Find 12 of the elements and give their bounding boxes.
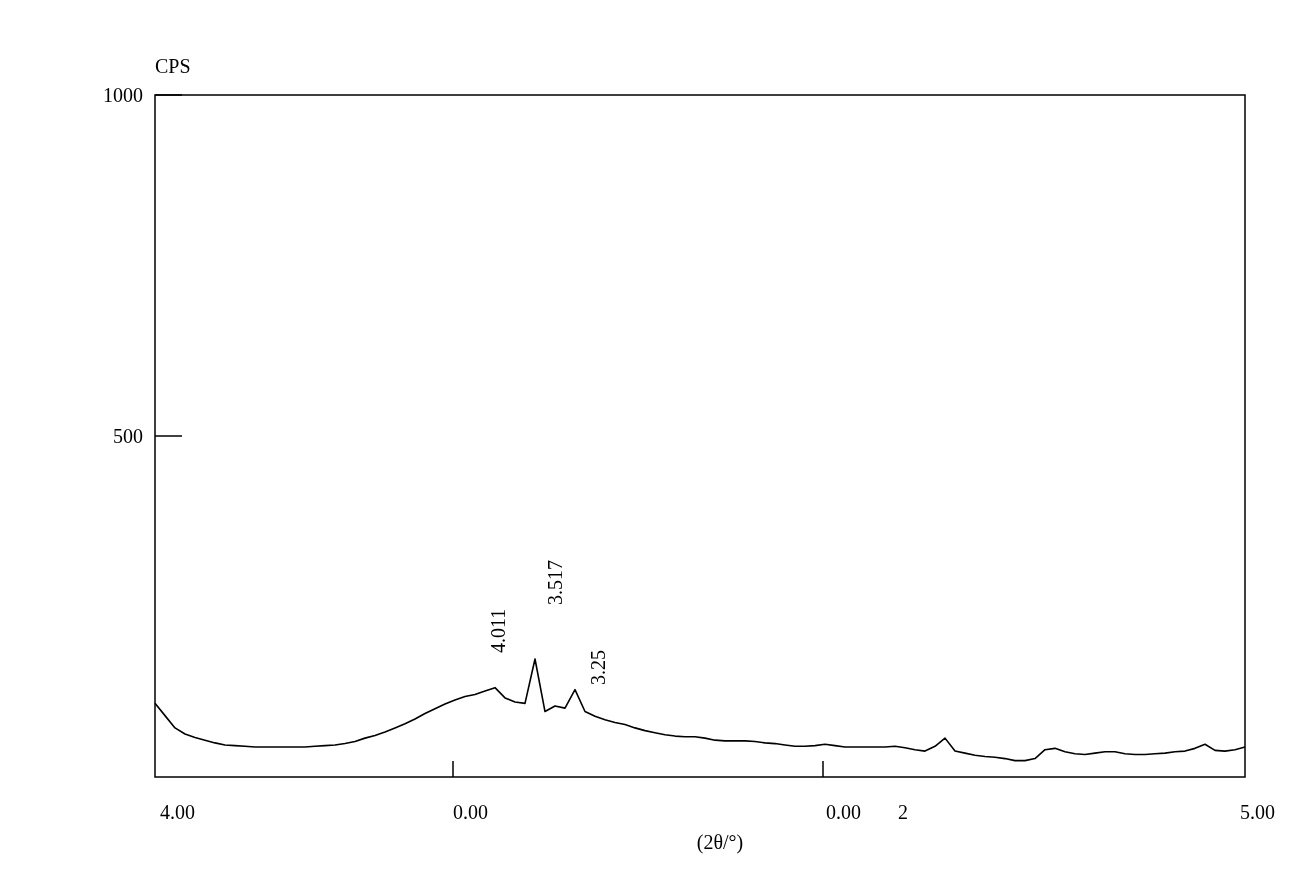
text: 0.00 [453,801,488,823]
text: 4.00 [160,801,195,823]
annotation: 3.517 [544,560,566,605]
annotation: 4.011 [487,608,509,653]
text: 2 [898,801,908,823]
x-axis-title: (2θ/°) [696,831,744,854]
y-tick-label: 1000 [103,84,143,106]
text: 0.00 [826,801,861,823]
y-tick-label: 500 [113,425,143,447]
annotation: 3.25 [587,650,609,685]
text: 5.00 [1240,801,1275,823]
y-axis-title: CPS [155,55,191,77]
